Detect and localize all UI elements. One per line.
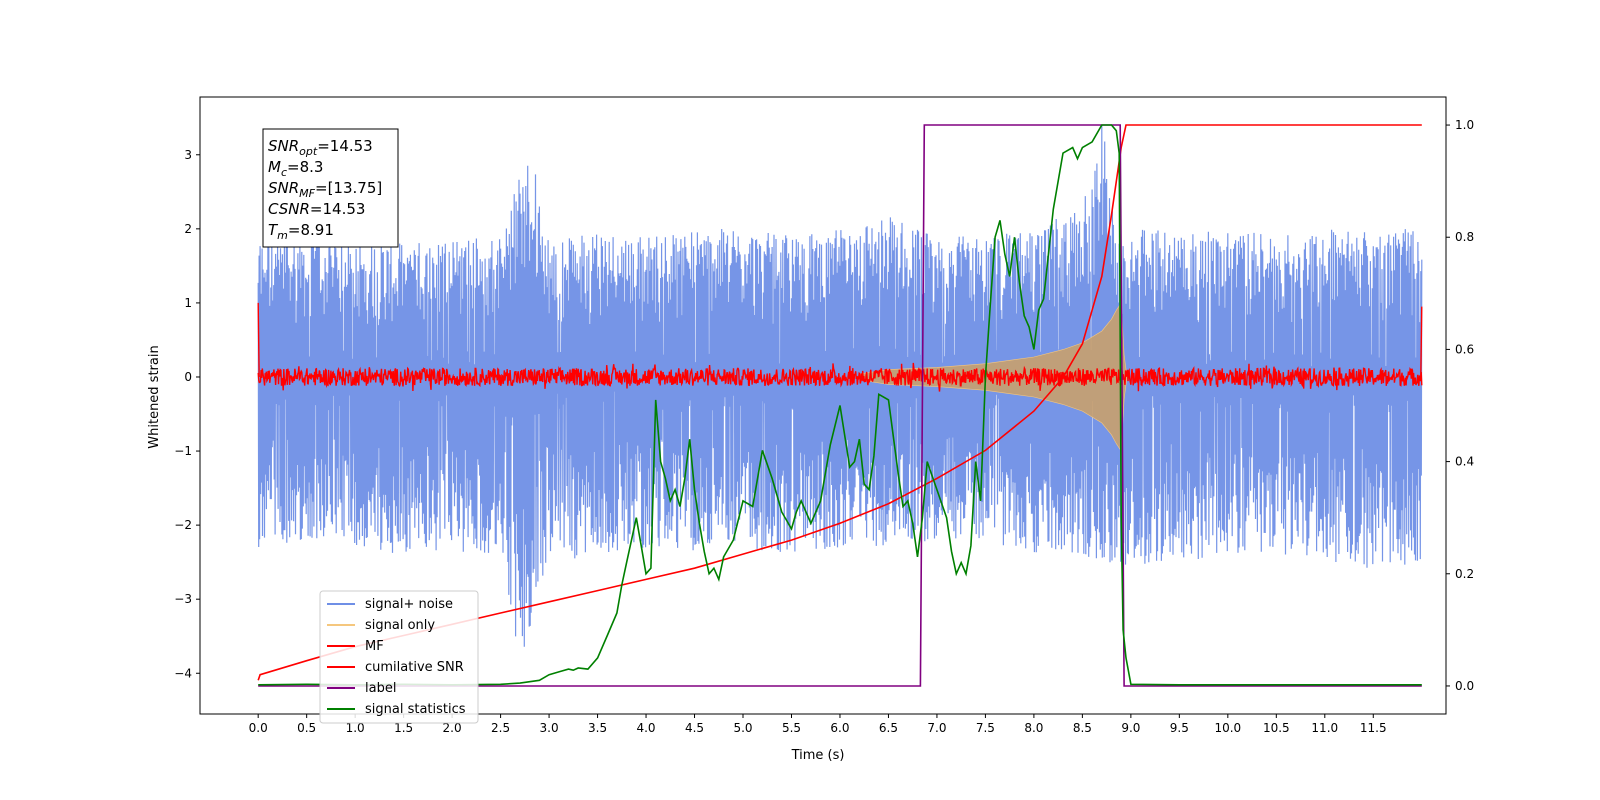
- x-tick-label: 8.0: [1024, 721, 1043, 735]
- x-tick-label: 7.0: [927, 721, 946, 735]
- x-tick-label: 7.5: [976, 721, 995, 735]
- x-tick-label: 5.0: [733, 721, 752, 735]
- signal-noise-line: [257, 125, 1423, 647]
- signal-only-series: [859, 301, 1128, 453]
- x-tick-label: 9.0: [1121, 721, 1140, 735]
- annotation-line: CSNR=14.53: [268, 200, 365, 218]
- legend-label: MF: [365, 639, 384, 654]
- mf-end-spike: [1420, 306, 1423, 377]
- x-tick-label: 0.5: [297, 721, 316, 735]
- annotation-line: Mc=8.3: [268, 158, 323, 179]
- y2-tick-label: 1.0: [1455, 118, 1474, 132]
- x-tick-label: 8.5: [1073, 721, 1092, 735]
- x-tick-label: 4.5: [685, 721, 704, 735]
- y-tick-label: 1: [184, 296, 192, 310]
- legend-label: signal statistics: [365, 702, 466, 717]
- signal-statistics-line: [258, 124, 1422, 686]
- x-tick-label: 3.5: [588, 721, 607, 735]
- x-tick-label: 6.5: [879, 721, 898, 735]
- y-tick-label: −1: [174, 444, 192, 458]
- x-axis-label: Time (s): [791, 748, 845, 763]
- mf-line: [257, 362, 1423, 392]
- plot-frame: [199, 96, 1447, 715]
- y-tick-label: 0: [184, 370, 192, 384]
- legend-label: label: [365, 681, 396, 696]
- x-tick-label: 6.0: [830, 721, 849, 735]
- x-tick-label: 5.5: [782, 721, 801, 735]
- signal-only-fill: [859, 301, 1128, 453]
- annotation-line: SNRopt=14.53: [268, 137, 373, 158]
- x-tick-label: 2.5: [491, 721, 510, 735]
- y-tick-label: 2: [184, 222, 192, 236]
- annotation-box: SNRopt=14.53Mc=8.3SNRMF=[13.75]CSNR=14.5…: [262, 128, 399, 248]
- y2-tick-label: 0.6: [1455, 342, 1474, 356]
- y-axis-label: Whitened strain: [147, 345, 162, 448]
- legend: signal+ noise signal only MF cumilative SNR…: [319, 590, 479, 724]
- x-tick-label: 9.5: [1170, 721, 1189, 735]
- x-tick-label: 3.0: [540, 721, 559, 735]
- x-tick-label: 4.0: [636, 721, 655, 735]
- x-tick-label: 2.0: [443, 721, 462, 735]
- axes: [199, 96, 1447, 715]
- legend-label: signal+ noise: [365, 597, 453, 612]
- ticks: 0.0 0.5 1.0 1.5 2.0 2.5 3.0 3.5 4.0 4.5 5.0 5.5 6.0 6…: [174, 118, 1474, 735]
- annotation-line: Tm=8.91: [268, 221, 334, 242]
- annotation-line: SNRMF=[13.75]: [268, 179, 382, 200]
- mf-series: [257, 302, 1423, 392]
- x-tick-label: 1.5: [394, 721, 413, 735]
- x-tick-label: 10.0: [1214, 721, 1241, 735]
- x-tick-label: 11.5: [1360, 721, 1387, 735]
- y2-tick-label: 0.2: [1455, 567, 1474, 581]
- mf-start-spike: [257, 302, 260, 377]
- x-tick-label: 11.0: [1311, 721, 1338, 735]
- legend-label: signal only: [365, 618, 435, 633]
- y-tick-label: −2: [174, 518, 192, 532]
- label-line: [258, 124, 1422, 687]
- signal-noise-series: [257, 125, 1423, 647]
- x-tick-label: 1.0: [346, 721, 365, 735]
- y-tick-label: −3: [174, 592, 192, 606]
- y-tick-label: 3: [184, 148, 192, 162]
- y-tick-label: −4: [174, 666, 192, 680]
- x-tick-label: 10.5: [1263, 721, 1290, 735]
- x-tick-label: 0.0: [249, 721, 268, 735]
- y2-tick-label: 0.4: [1455, 455, 1474, 469]
- y2-tick-label: 0.8: [1455, 230, 1474, 244]
- y2-tick-label: 0.0: [1455, 679, 1474, 693]
- legend-label: cumilative SNR: [365, 660, 464, 675]
